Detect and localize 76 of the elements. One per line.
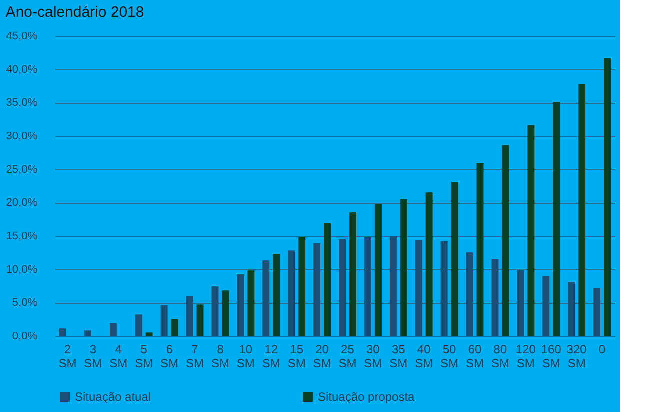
x-tick-label: 30 SM <box>364 342 382 370</box>
bar <box>298 237 306 336</box>
bar <box>146 332 153 336</box>
bar <box>553 102 560 336</box>
y-tick-label: 20,0% <box>6 197 38 210</box>
x-tick-label: 8 SM <box>211 342 230 370</box>
x-tick-label: 40 SM <box>415 342 434 370</box>
bar <box>400 199 408 336</box>
x-tick-label: 35 SM <box>390 342 408 370</box>
y-tick-label: 30,0% <box>6 130 38 142</box>
x-tick-label: 10 SM <box>236 342 255 370</box>
bar <box>135 314 142 336</box>
x-tick-label: 2 SM <box>58 342 77 370</box>
bar <box>160 305 168 336</box>
x-tick-label: 5 SM <box>135 342 154 370</box>
x-tick-label: 6 SM <box>160 342 179 370</box>
y-tick-label: 35,0% <box>6 97 38 110</box>
y-tick-label: 25,0% <box>6 164 38 176</box>
bar <box>466 252 474 336</box>
bar <box>248 270 255 336</box>
bar <box>171 319 178 336</box>
bar <box>594 288 601 336</box>
bar <box>196 304 204 336</box>
x-tick-label: 50 SM <box>440 342 459 370</box>
bar <box>237 274 244 336</box>
x-tick-label: 80 SM <box>491 342 510 370</box>
x-tick-label: 25 SM <box>338 342 357 370</box>
x-tick-label: 0 <box>598 342 606 356</box>
legend-label: Situação proposta <box>318 390 416 404</box>
bar <box>426 192 433 336</box>
bar <box>324 223 332 336</box>
chart-title: Ano-calendário 2018 <box>6 4 144 21</box>
bar <box>528 125 535 336</box>
x-tick-label: 320 SM <box>566 342 588 370</box>
bar <box>273 254 280 336</box>
bar <box>222 290 230 336</box>
y-tick-label: 45,0% <box>6 30 38 42</box>
bar <box>58 328 66 336</box>
bar <box>364 237 372 336</box>
bar <box>568 282 576 336</box>
bar <box>476 163 484 336</box>
legend-label: Situação atual <box>75 390 152 404</box>
y-tick-label: 10,0% <box>6 264 38 276</box>
y-tick-label: 40,0% <box>6 64 38 76</box>
x-tick-label: 12 SM <box>262 342 280 370</box>
bar <box>390 236 397 336</box>
x-tick-label: 7 SM <box>186 342 204 370</box>
y-tick-label: 5,0% <box>12 297 38 310</box>
bar <box>314 243 321 336</box>
bar <box>502 145 510 336</box>
x-tick-label: 15 SM <box>288 342 306 370</box>
x-tick-label: 120 SM <box>516 342 536 370</box>
x-tick-label: 3 SM <box>84 342 102 370</box>
bar <box>492 259 499 336</box>
bar <box>262 260 270 336</box>
bar <box>604 58 612 336</box>
x-tick-label: 160 SM <box>541 342 562 370</box>
bar <box>415 240 422 336</box>
bar <box>374 204 382 336</box>
bar <box>110 323 117 336</box>
bar <box>578 84 586 336</box>
y-tick-label: 15,0% <box>6 230 38 242</box>
bar <box>288 250 296 336</box>
bar <box>542 276 550 336</box>
bar <box>186 296 194 336</box>
bar <box>212 286 219 336</box>
bar <box>517 270 524 336</box>
bar <box>440 241 448 336</box>
bar <box>451 182 458 336</box>
bar <box>338 239 346 336</box>
bar <box>349 212 356 336</box>
x-tick-label: 20 SM <box>313 342 332 370</box>
y-tick-label: 0,0% <box>12 330 38 342</box>
x-tick-label: 60 SM <box>466 342 484 370</box>
x-tick-label: 4 SM <box>110 342 128 370</box>
bar <box>84 330 92 336</box>
